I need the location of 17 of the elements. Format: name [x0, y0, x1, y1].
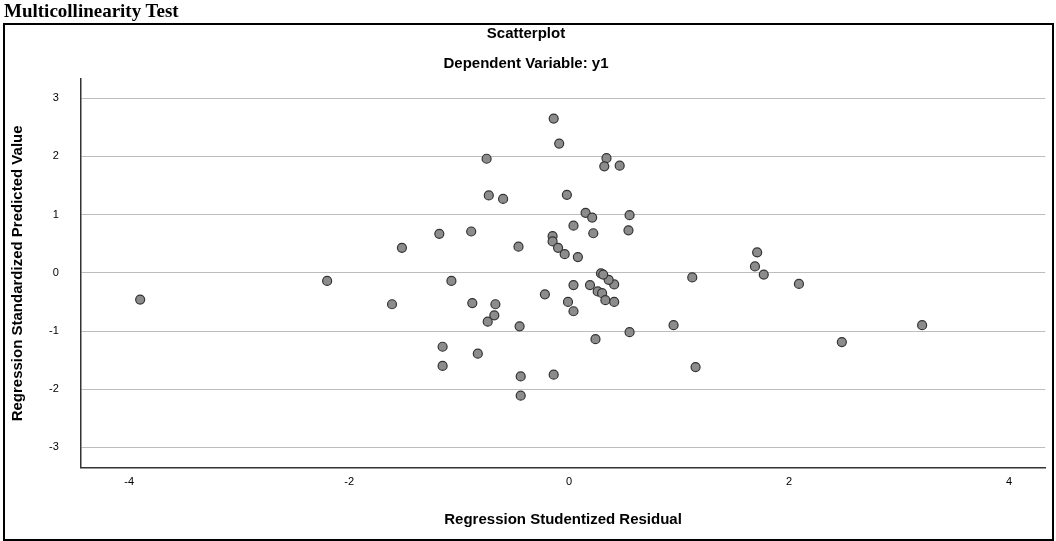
x-tick-label: -4 — [124, 475, 135, 488]
y-tick-label: 2 — [52, 149, 59, 162]
y-tick-label: -1 — [49, 324, 59, 337]
x-tick-label: -2 — [344, 475, 355, 488]
x-axis-title: Regression Studentized Residual — [444, 510, 682, 528]
chart-title: Scatterplot — [486, 24, 566, 42]
y-tick-label: 1 — [52, 207, 59, 220]
y-tick-label: 0 — [52, 265, 59, 278]
chart-subtitle: Dependent Variable: y1 — [443, 54, 609, 72]
y-tick-label: 3 — [52, 91, 59, 104]
y-tick-label: -3 — [49, 440, 59, 453]
x-tick-label: 0 — [566, 475, 573, 488]
x-tick-label: 4 — [1005, 475, 1013, 488]
y-tick-label: -2 — [49, 382, 59, 395]
text: Multicollinearity Test — [4, 0, 179, 22]
x-tick-label: 2 — [785, 475, 793, 488]
y-axis-title: Regression Standardized Predicted Value — [8, 125, 26, 422]
